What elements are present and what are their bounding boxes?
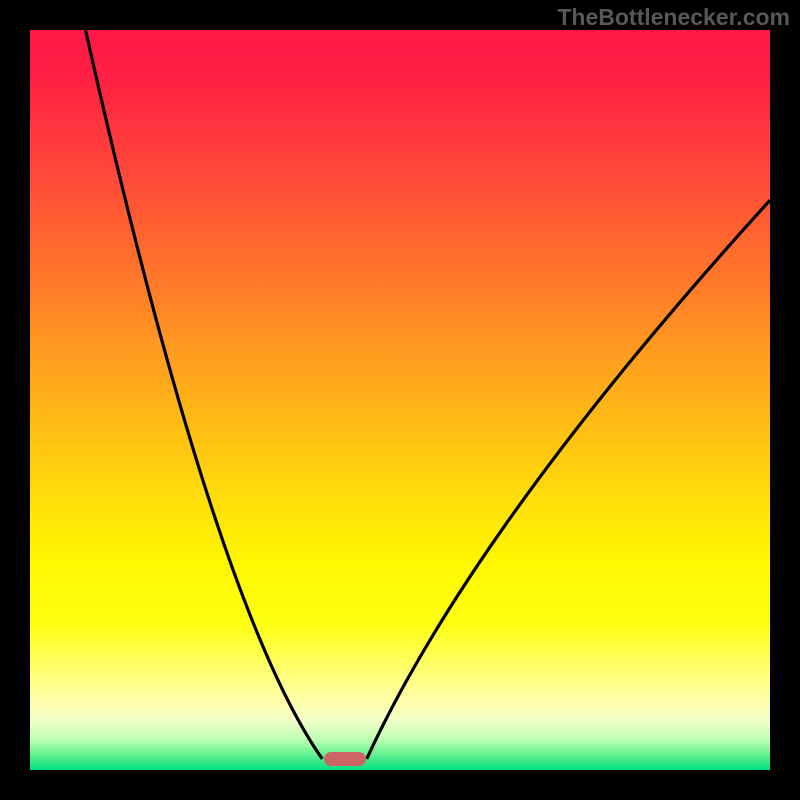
chart-container: TheBottlenecker.com bbox=[0, 0, 800, 800]
bottleneck-curve bbox=[30, 30, 770, 770]
curve-path bbox=[86, 30, 771, 759]
watermark-text: TheBottlenecker.com bbox=[557, 4, 790, 31]
plot-area bbox=[30, 30, 770, 770]
optimal-marker bbox=[324, 752, 366, 766]
